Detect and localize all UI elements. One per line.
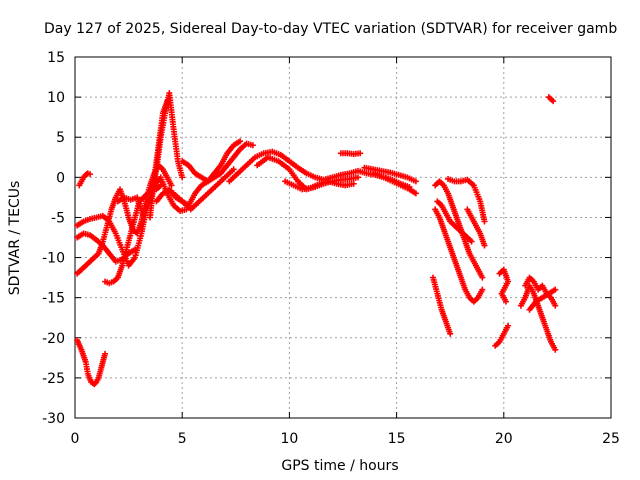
x-tick-label: 15: [388, 431, 406, 447]
series-s27: [522, 274, 559, 309]
y-tick-label: -30: [42, 411, 65, 427]
series-s17: [372, 170, 419, 197]
series-s20: [432, 206, 486, 305]
y-tick-label: 10: [47, 90, 65, 106]
data-point: [412, 178, 419, 185]
data-point: [481, 218, 488, 225]
data-point: [102, 350, 109, 357]
data-point: [168, 182, 175, 189]
series-s26: [517, 282, 559, 353]
data-point: [502, 298, 509, 305]
data-point: [132, 246, 139, 253]
data-point: [481, 242, 488, 249]
y-tick-label: 0: [56, 170, 65, 186]
y-axis-title: SDTVAR / TECUs: [7, 181, 23, 296]
series-s16: [361, 164, 419, 185]
y-tick-label: -10: [42, 251, 65, 267]
series-s1: [74, 337, 109, 388]
data-point: [230, 166, 237, 173]
data-point: [87, 171, 94, 178]
data-point: [550, 98, 557, 105]
plot-frame: [74, 56, 612, 419]
data-point: [355, 174, 362, 181]
y-tick-label: -25: [42, 371, 65, 387]
series-s23: [430, 274, 454, 337]
series-s19: [445, 175, 488, 225]
series-s21: [434, 198, 475, 245]
data-point: [164, 98, 171, 105]
data-point: [552, 286, 559, 293]
data-point: [468, 238, 475, 245]
x-tick-label: 25: [602, 431, 620, 447]
data-point: [357, 150, 364, 157]
x-tick-label: 5: [178, 431, 187, 447]
series-s10: [179, 138, 244, 185]
series-s29: [545, 94, 557, 105]
series-s24: [492, 322, 512, 349]
data-point: [237, 138, 244, 145]
series-s14: [282, 178, 357, 193]
y-tick-label: -15: [42, 291, 65, 307]
x-axis-title: GPS time / hours: [281, 458, 398, 474]
data-point: [249, 142, 256, 149]
data-point: [412, 190, 419, 197]
x-tick-label: 0: [71, 431, 80, 447]
series-s22: [464, 206, 488, 249]
data-points: [74, 90, 559, 388]
data-point: [552, 302, 559, 309]
axis-ticks: -30 -25 -20 -15 -10 -5 0 5 10 15 0 5 10 15 20 25: [42, 50, 620, 447]
series-s25: [496, 266, 512, 305]
series-s11: [170, 166, 237, 213]
data-point: [552, 346, 559, 353]
chart-title: Day 127 of 2025, Sidereal Day-to-day VTE…: [44, 21, 617, 37]
series-s8: [147, 98, 171, 221]
data-point: [447, 330, 454, 337]
y-tick-label: -20: [42, 331, 65, 347]
series-s28: [526, 286, 559, 313]
data-point: [479, 286, 486, 293]
data-point: [179, 174, 186, 181]
y-tick-label: 5: [56, 130, 65, 146]
data-point: [157, 182, 164, 189]
series-s6: [102, 182, 164, 287]
series-s2: [76, 170, 94, 189]
series-s15: [337, 150, 364, 158]
y-tick-label: -5: [51, 210, 65, 226]
x-tick-label: 20: [495, 431, 513, 447]
series-s18: [432, 178, 486, 281]
x-tick-label: 10: [280, 431, 298, 447]
data-point: [350, 180, 357, 187]
y-tick-label: 15: [47, 50, 65, 66]
grid: [75, 57, 611, 418]
data-point: [479, 274, 486, 281]
data-point: [505, 322, 512, 329]
